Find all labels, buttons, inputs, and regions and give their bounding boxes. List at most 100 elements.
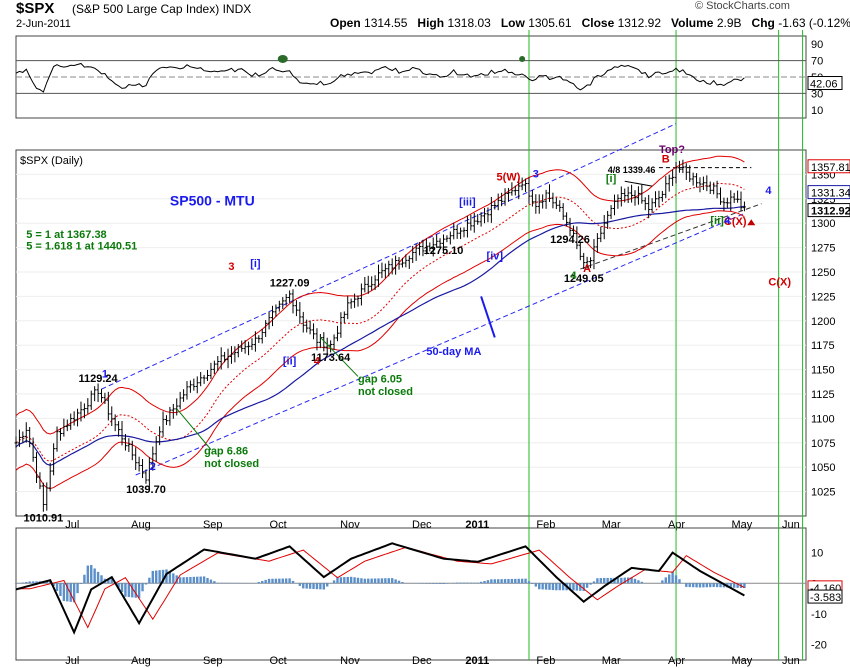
macd-histogram-bar: [538, 583, 541, 590]
symbol: $SPX: [16, 0, 55, 17]
annotation-text: gap 6.86: [204, 446, 248, 458]
macd-histogram-bar: [367, 578, 370, 584]
price-y-tick: 1125: [811, 389, 835, 401]
bollinger-lower: [15, 210, 745, 490]
macd-histogram-bar: [490, 579, 493, 584]
wave-label: [ii]: [283, 356, 297, 368]
wave-label: 4: [724, 215, 731, 227]
macd-histogram-bar: [59, 583, 62, 596]
macd-histogram-bar: [21, 582, 25, 584]
macd-histogram-bar: [548, 583, 551, 590]
macd-histogram-bar: [589, 583, 592, 585]
macd-histogram-bar: [561, 583, 565, 591]
macd-histogram-bar: [127, 583, 131, 598]
wave-label: [ii]: [710, 215, 724, 227]
macd-histogram-bar: [62, 583, 66, 601]
macd-histogram-bar: [531, 583, 534, 584]
x-tick-label: Apr: [668, 655, 685, 667]
macd-histogram-bar: [544, 583, 548, 590]
macd-histogram-bar: [172, 573, 175, 584]
price-level-label: 1294.26: [550, 234, 590, 246]
wave-label: 4: [765, 185, 772, 197]
annotation-text: not closed: [204, 458, 259, 470]
price-y-tick: 1075: [811, 438, 835, 450]
macd-histogram-bar: [209, 579, 213, 584]
macd-histogram-bar: [199, 576, 202, 584]
annotation-text: C(X): [768, 277, 791, 289]
up-triangle-marker: [747, 219, 756, 226]
rsi-y-tick: 10: [811, 105, 823, 117]
macd-histogram-bar: [312, 583, 315, 589]
macd-line: [15, 542, 745, 635]
chart-date: 2-Jun-2011: [16, 18, 71, 30]
wave-label: 3: [228, 261, 234, 273]
macd-histogram-bar: [332, 580, 336, 584]
macd-histogram-bar: [432, 583, 435, 584]
macd-histogram-bar: [732, 583, 736, 588]
wave-label: [i]: [250, 258, 261, 270]
macd-y-tick: -10: [811, 609, 827, 621]
wave-label: 4: [570, 270, 577, 282]
macd-histogram-bar: [459, 582, 462, 584]
macd-histogram-bar: [322, 583, 325, 590]
x-tick-label: Mar: [602, 519, 621, 531]
gap-pointer: [320, 337, 359, 377]
wave-label: 4: [314, 356, 321, 368]
macd-histogram-bar: [637, 580, 640, 584]
macd-histogram-bar: [438, 583, 442, 584]
macd-histogram-bar: [380, 578, 384, 584]
macd-axis-badge: [807, 589, 843, 604]
macd-histogram-bar: [503, 579, 507, 584]
macd-histogram-bar: [719, 583, 722, 588]
macd-histogram-bar: [168, 571, 172, 584]
ma-pointer: [480, 296, 496, 338]
macd-histogram-bar: [141, 583, 144, 592]
macd-histogram-bar: [120, 583, 124, 593]
macd-histogram-bar: [688, 583, 691, 588]
macd-histogram-bar: [599, 578, 603, 584]
price-level-label: 1010.91: [23, 512, 63, 524]
macd-histogram-bar: [131, 583, 134, 598]
macd-histogram-bar: [640, 581, 644, 584]
macd-histogram-bar: [281, 578, 284, 584]
macd-histogram-bar: [555, 583, 558, 591]
wave-label: A: [583, 263, 591, 275]
macd-histogram-bar: [435, 583, 438, 584]
wave-label: [iii]: [459, 197, 476, 209]
macd-histogram-bar: [346, 576, 349, 584]
macd-histogram-bar: [305, 583, 308, 589]
macd-histogram-bar: [514, 578, 517, 584]
macd-histogram-bar: [137, 583, 141, 599]
macd-histogram-bar: [192, 576, 196, 584]
macd-histogram-bar: [462, 582, 466, 584]
macd-histogram-bar: [308, 583, 312, 589]
macd-histogram-bar: [261, 580, 264, 584]
macd-histogram-bar: [592, 581, 596, 584]
macd-histogram-bar: [596, 578, 599, 584]
axis-badge: [807, 185, 850, 200]
macd-histogram-bar: [678, 579, 681, 584]
x-tick-label: Nov: [340, 519, 360, 531]
macd-histogram-bar: [510, 578, 514, 584]
macd-histogram-bar: [664, 577, 667, 584]
macd-histogram-bar: [674, 575, 678, 584]
macd-histogram-bar: [572, 583, 575, 591]
macd-histogram-bar: [575, 583, 579, 591]
macd-histogram-bar: [83, 574, 86, 584]
macd-histogram-bar: [189, 576, 192, 584]
macd-histogram-bar: [507, 579, 510, 584]
price-panel-title: $SPX (Daily): [20, 155, 83, 167]
x-tick-label: Jul: [65, 655, 79, 667]
macd-histogram-bar: [743, 583, 746, 589]
price-y-tick: 1200: [811, 316, 835, 328]
macd-histogram-bar: [257, 582, 261, 584]
price-y-tick: 1250: [811, 267, 835, 279]
macd-histogram-bar: [271, 578, 274, 584]
macd-histogram-bar: [151, 570, 154, 584]
axis-badge: [807, 159, 850, 174]
macd-histogram-bar: [326, 583, 329, 587]
macd-histogram-bar: [517, 578, 520, 584]
macd-histogram-bar: [685, 583, 688, 587]
macd-histogram-bar: [541, 583, 544, 590]
price-y-tick: 1225: [811, 291, 835, 303]
